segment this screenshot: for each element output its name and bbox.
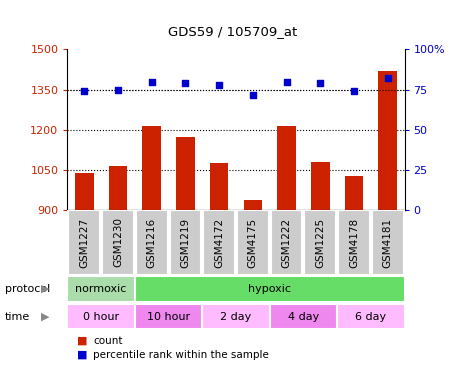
Text: GSM1216: GSM1216 [146,217,157,268]
Text: 2 day: 2 day [220,311,252,322]
Bar [109,166,127,210]
Text: ■: ■ [77,336,87,346]
Text: GSM1222: GSM1222 [281,217,292,268]
Text: hypoxic: hypoxic [248,284,291,294]
Bar [102,210,134,274]
Bar [136,210,167,274]
Point [114,87,122,93]
Point [350,88,358,94]
Point [215,82,223,88]
Point [283,79,290,85]
Text: GSM1227: GSM1227 [79,217,89,268]
Bar [142,126,161,210]
Text: ▶: ▶ [41,284,50,294]
Bar [311,162,330,210]
Bar [338,210,370,274]
Point [317,80,324,86]
Text: GSM4181: GSM4181 [383,217,393,268]
Text: GSM4178: GSM4178 [349,217,359,268]
Bar [345,176,363,210]
Text: count: count [93,336,122,346]
Text: GSM4172: GSM4172 [214,217,224,268]
Point [182,80,189,86]
Text: 10 hour: 10 hour [147,311,190,322]
Point [384,75,392,81]
Text: time: time [5,311,30,322]
Text: ■: ■ [77,350,87,359]
Text: GDS59 / 105709_at: GDS59 / 105709_at [168,25,297,38]
Text: GSM1230: GSM1230 [113,217,123,268]
Text: ▶: ▶ [41,311,50,322]
Text: GSM1219: GSM1219 [180,217,191,268]
Text: GSM4175: GSM4175 [248,217,258,268]
Bar [68,210,100,274]
Bar [67,304,135,329]
Text: percentile rank within the sample: percentile rank within the sample [93,350,269,359]
Bar [237,210,269,274]
Text: normoxic: normoxic [75,284,127,294]
Bar [244,200,262,210]
Bar [135,276,405,302]
Bar [305,210,336,274]
Bar [372,210,404,274]
Bar [379,71,397,210]
Bar [270,304,337,329]
Bar [170,210,201,274]
Bar [203,210,235,274]
Text: GSM1225: GSM1225 [315,217,326,268]
Bar [135,304,202,329]
Point [249,92,257,97]
Bar [210,164,228,210]
Bar [75,173,93,210]
Text: 0 hour: 0 hour [83,311,119,322]
Bar [202,304,270,329]
Text: protocol: protocol [5,284,50,294]
Bar [176,137,195,210]
Bar [277,126,296,210]
Bar [337,304,405,329]
Text: 6 day: 6 day [355,311,386,322]
Point [148,79,155,85]
Text: 4 day: 4 day [288,311,319,322]
Bar [67,276,135,302]
Bar [271,210,302,274]
Point [80,88,88,94]
